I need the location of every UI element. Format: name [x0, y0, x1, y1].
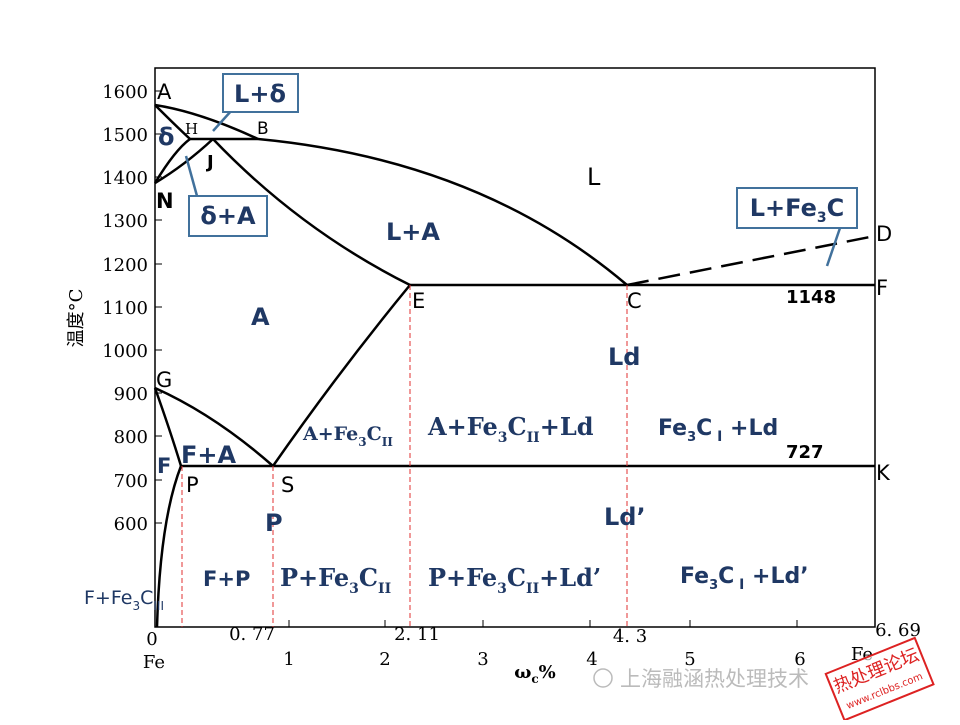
point-label: 1148	[786, 287, 836, 308]
region-label: L+A	[386, 218, 440, 246]
x-tick-label: 1	[283, 649, 294, 670]
region-label: A+Fe3CII+Ld	[427, 412, 594, 446]
x-tick-label: 3	[477, 649, 488, 670]
y-tick-label: 1200	[102, 255, 148, 276]
ticks	[155, 90, 798, 627]
x-tick-label: 4	[586, 649, 597, 670]
point-label: J	[205, 152, 214, 173]
callouts: L+δ δ+A L+Fe3C	[184, 73, 858, 267]
x-tick-label: 6	[794, 649, 805, 670]
y-tick-label: 800	[114, 427, 148, 448]
x-axis-label: ωc%	[514, 662, 556, 686]
y-tick-label: 1100	[102, 298, 148, 319]
curves	[153, 103, 876, 628]
y-tick-label: 1500	[102, 125, 148, 146]
x-tick-label: 0	[146, 629, 157, 650]
callout-label: δ+A	[200, 202, 256, 230]
y-tick-label: 700	[114, 471, 148, 492]
point-label: B	[257, 119, 269, 139]
y-tick-label: 1300	[102, 211, 148, 232]
y-tick-label: 1000	[102, 341, 148, 362]
region-label: L	[587, 163, 601, 191]
y-tick-label: 1400	[102, 168, 148, 189]
point-label: K	[876, 461, 891, 485]
point-label: E	[412, 289, 425, 313]
region-label: Ld	[608, 343, 640, 371]
point-label: A	[157, 80, 172, 104]
region-label: P	[265, 509, 283, 537]
region-label: Fe3C I +Ld’	[680, 564, 809, 593]
x-tick-label: 2. 11	[394, 624, 440, 645]
x-tick-label: 5	[684, 649, 695, 670]
region-label: δ	[158, 123, 175, 151]
region-label: F+Fe3CIII	[84, 587, 164, 613]
callout-label: L+Fe3C	[750, 194, 844, 226]
region-label: F+A	[181, 441, 237, 469]
callout-label: L+δ	[234, 80, 286, 108]
watermark-text: 上海融涵热处理技术	[620, 667, 809, 691]
watermark: 上海融涵热处理技术 热处理论坛 www.rclbbs.com	[593, 636, 935, 722]
point-label: H	[185, 120, 198, 138]
region-label: F+P	[203, 567, 250, 591]
region-label: Fe3C I +Ld	[658, 416, 778, 445]
point-label: D	[876, 222, 892, 246]
region-label: Ld’	[604, 503, 646, 531]
x-tick-label: 2	[379, 649, 390, 670]
region-label: P+Fe3CII+Ld’	[428, 563, 601, 597]
point-label: P	[186, 473, 199, 497]
y-axis-label: 温度°C	[66, 289, 87, 348]
point-label: N	[156, 189, 174, 213]
x-tick-label: 0. 77	[229, 624, 275, 645]
x-tick-label: 6. 69	[875, 620, 921, 641]
x-tick-label: 4. 3	[613, 626, 647, 647]
point-label: S	[281, 473, 294, 497]
point-label: C	[627, 289, 642, 313]
y-tick-label: 1600	[102, 82, 148, 103]
y-tick-label: 900	[114, 384, 148, 405]
plot-frame	[154, 67, 876, 628]
region-label: P+Fe3CII	[280, 563, 391, 597]
point-label: F	[876, 276, 888, 300]
x-origin-label: Fe	[143, 652, 165, 673]
y-tick-label: 600	[114, 514, 148, 535]
region-label: A	[251, 303, 270, 331]
point-label: F	[157, 454, 171, 478]
point-label: 727	[786, 442, 824, 463]
point-label: G	[156, 368, 172, 392]
region-label: A+Fe3CII	[302, 423, 393, 449]
